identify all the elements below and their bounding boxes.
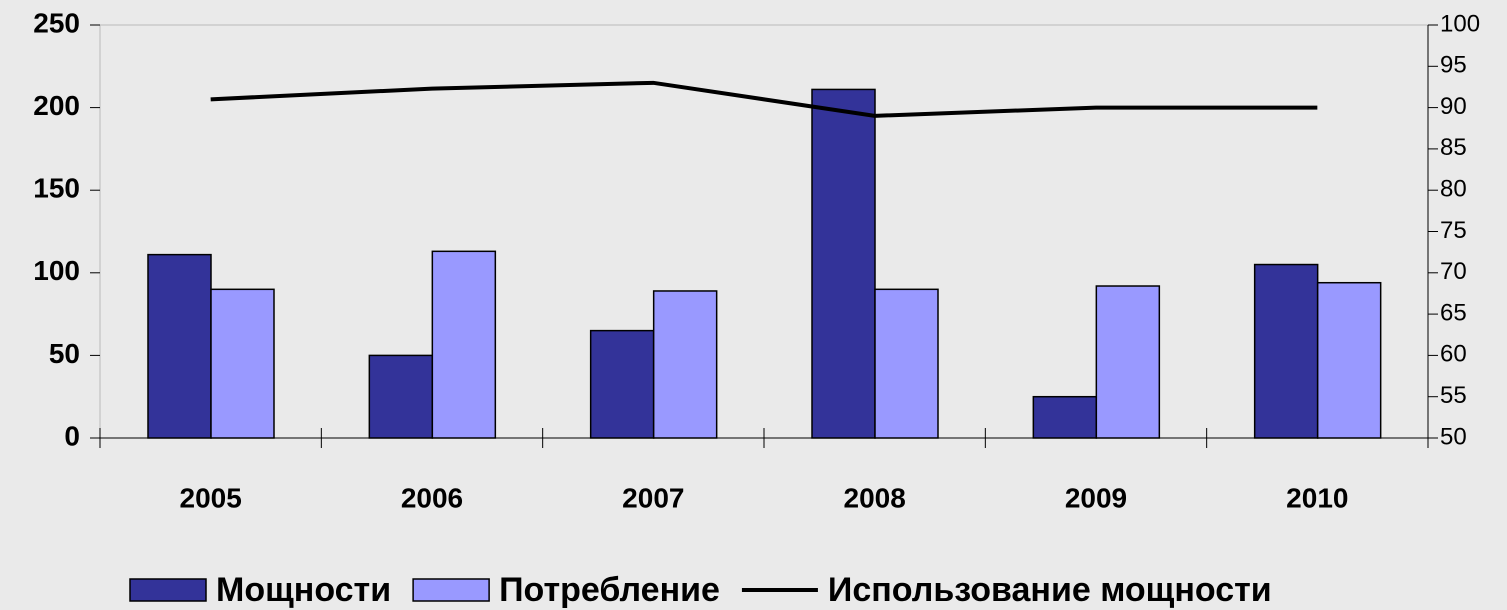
- bar: [1253, 263, 1319, 439]
- x-tick-label: 2008: [844, 482, 906, 513]
- bar: [1095, 285, 1161, 439]
- line: [210, 80, 1318, 118]
- y2-tick-label: 80: [1440, 176, 1467, 203]
- legend-label: Мощности: [216, 571, 391, 609]
- y2-tick-label: 70: [1440, 258, 1467, 285]
- x-tick-label: 2010: [1286, 482, 1348, 513]
- y2-tick-label: 55: [1440, 382, 1467, 409]
- legend-label: Использование мощности: [828, 571, 1272, 609]
- y2-tick-label: 65: [1440, 299, 1467, 326]
- bar: [431, 250, 497, 439]
- bar: [589, 329, 655, 439]
- bar: [210, 288, 275, 439]
- y-tick-label: 100: [33, 255, 80, 286]
- y-tick-label: 0: [64, 420, 80, 451]
- y2-tick-label: 75: [1440, 217, 1467, 244]
- y2-tick-label: 50: [1440, 423, 1467, 450]
- bar: [1032, 395, 1098, 439]
- x-tick-label: 2005: [180, 482, 242, 513]
- x-tick-label: 2006: [401, 482, 463, 513]
- legend-swatch: [412, 578, 490, 602]
- bar: [874, 288, 939, 439]
- bar: [652, 290, 718, 439]
- y-tick-label: 150: [33, 173, 80, 204]
- bar: [1316, 281, 1382, 439]
- bar: [147, 253, 212, 439]
- legend-swatch: [129, 578, 207, 602]
- y2-tick-label: 100: [1440, 10, 1480, 37]
- y2-tick-label: 60: [1440, 341, 1467, 368]
- x-tick-label: 2009: [1065, 482, 1127, 513]
- y2-tick-label: 85: [1440, 134, 1467, 161]
- bar: [368, 354, 434, 439]
- y2-tick-label: 90: [1440, 93, 1467, 120]
- y2-tick-label: 95: [1440, 52, 1467, 79]
- bar: [811, 88, 876, 439]
- y-tick-label: 250: [33, 7, 80, 38]
- y-tick-label: 200: [33, 90, 80, 121]
- x-tick-label: 2007: [622, 482, 684, 513]
- y-tick-label: 50: [49, 338, 80, 369]
- legend-label: Потребление: [499, 571, 720, 609]
